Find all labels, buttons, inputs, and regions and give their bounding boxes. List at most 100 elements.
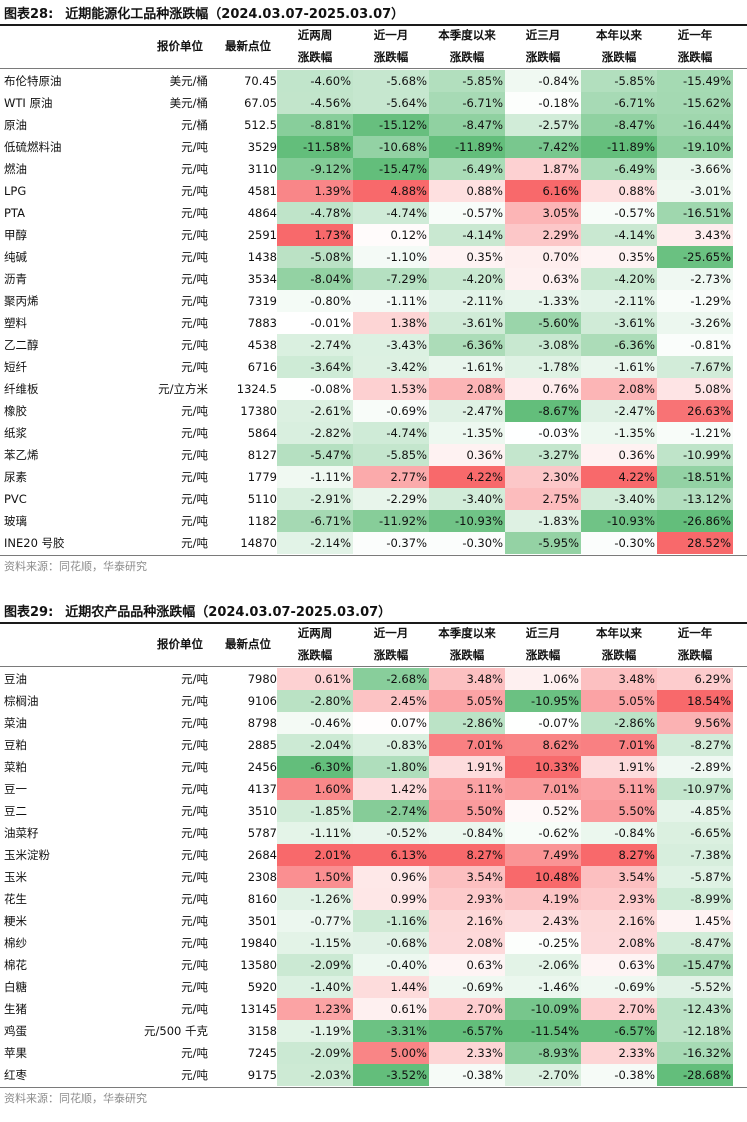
change-cell: -3.01% (657, 180, 733, 202)
change-cell: 5.50% (581, 800, 657, 822)
row-price: 13580 (240, 958, 277, 972)
table-row: 甲醇 元/吨 2591 1.73% 0.12% -4.14% 2.29% -4.14% 3.43… (0, 224, 747, 246)
change-cell: -8.99% (657, 888, 733, 910)
header-period: 近一月 (373, 28, 409, 42)
source-note: 资料来源：同花顺，华泰研究 (4, 1092, 147, 1105)
change-cell: 8.27% (429, 844, 505, 866)
change-cell: 6.13% (353, 844, 429, 866)
table-row: 玉米 元/吨 2308 1.50% 0.96% 3.54% 10.48% 3.54% -5.87… (0, 866, 747, 888)
change-cell: -11.89% (581, 136, 657, 158)
table-row: 油菜籽 元/吨 5787 -1.11% -0.52% -0.84% -0.62% -0.84%… (0, 822, 747, 844)
header-unit: 报价单位 (157, 637, 203, 651)
header-price: 最新点位 (225, 637, 271, 651)
row-unit: 元/吨 (181, 716, 208, 730)
change-cell: -5.85% (429, 70, 505, 92)
row-name: 红枣 (4, 1068, 27, 1082)
row-name: 棕榈油 (4, 694, 39, 708)
table-row: 玉米淀粉 元/吨 2684 2.01% 6.13% 8.27% 7.49% 8.27% -7.3… (0, 844, 747, 866)
change-cell: -0.37% (353, 532, 429, 554)
change-cell: -16.44% (657, 114, 733, 136)
row-unit: 元/吨 (181, 316, 208, 330)
table-title: 图表28: 近期能源化工品种涨跌幅（2024.03.07-2025.03.07） (4, 1, 404, 23)
change-cell: 0.70% (505, 246, 581, 268)
table-row: 尿素 元/吨 1779 -1.11% 2.77% 4.22% 2.30% 4.22% -18.5… (0, 466, 747, 488)
change-cell: 2.30% (505, 466, 581, 488)
change-cell: 0.36% (581, 444, 657, 466)
row-price: 5920 (247, 980, 277, 994)
row-price: 1438 (247, 250, 277, 264)
row-price: 7980 (247, 672, 277, 686)
header-period: 涨跌幅 (373, 648, 409, 662)
row-name: 沥青 (4, 272, 27, 286)
change-cell: -0.38% (581, 1064, 657, 1086)
change-cell: -8.81% (277, 114, 353, 136)
change-cell: -2.11% (429, 290, 505, 312)
row-unit: 元/500 千克 (144, 1024, 208, 1038)
change-cell: 3.48% (429, 668, 505, 690)
header-period: 近三月 (525, 28, 561, 42)
change-cell: -0.07% (505, 712, 581, 734)
header-price: 最新点位 (225, 39, 271, 53)
change-cell: 8.62% (505, 734, 581, 756)
change-cell: -10.99% (657, 444, 733, 466)
row-price: 9106 (247, 694, 277, 708)
row-unit: 元/吨 (181, 1002, 208, 1016)
row-unit: 元/吨 (181, 206, 208, 220)
change-cell: -2.29% (353, 488, 429, 510)
change-cell: -4.74% (353, 422, 429, 444)
row-unit: 美元/桶 (169, 96, 208, 110)
change-cell: -3.52% (353, 1064, 429, 1086)
row-name: 菜粕 (4, 760, 27, 774)
change-cell: 0.35% (581, 246, 657, 268)
change-cell: -0.69% (353, 400, 429, 422)
change-cell: -2.47% (429, 400, 505, 422)
change-cell: -3.64% (277, 356, 353, 378)
change-cell: 0.36% (429, 444, 505, 466)
change-cell: -7.29% (353, 268, 429, 290)
change-cell: 1.53% (353, 378, 429, 400)
change-cell: 5.50% (429, 800, 505, 822)
row-name: 豆二 (4, 804, 27, 818)
change-cell: 0.63% (505, 268, 581, 290)
source-note: 资料来源：同花顺，华泰研究 (4, 560, 147, 573)
row-name: 玉米 (4, 870, 27, 884)
change-cell: 1.06% (505, 668, 581, 690)
change-cell: -0.84% (581, 822, 657, 844)
row-price: 4864 (247, 206, 277, 220)
row-unit: 元/吨 (181, 804, 208, 818)
header-period: 涨跌幅 (601, 50, 637, 64)
row-unit: 元/吨 (181, 360, 208, 374)
change-cell: -0.84% (505, 70, 581, 92)
row-unit: 元/吨 (181, 782, 208, 796)
change-cell: 0.99% (353, 888, 429, 910)
change-cell: -1.83% (505, 510, 581, 532)
change-cell: 4.88% (353, 180, 429, 202)
change-cell: 6.29% (657, 668, 733, 690)
title-divider (0, 24, 747, 26)
change-cell: -0.68% (353, 932, 429, 954)
row-name: 豆油 (4, 672, 27, 686)
change-cell: -11.58% (277, 136, 353, 158)
header-period: 涨跌幅 (601, 648, 637, 662)
change-cell: 1.60% (277, 778, 353, 800)
change-cell: 26.63% (657, 400, 733, 422)
row-price: 8160 (247, 892, 277, 906)
change-cell: -1.80% (353, 756, 429, 778)
change-cell: -6.30% (277, 756, 353, 778)
table-row: 菜油 元/吨 8798 -0.46% 0.07% -2.86% -0.07% -2.86% 9.… (0, 712, 747, 734)
change-cell: -3.31% (353, 1020, 429, 1042)
row-unit: 元/立方米 (158, 382, 208, 396)
change-cell: -1.11% (277, 822, 353, 844)
row-price: 2456 (247, 760, 277, 774)
row-price: 1182 (247, 514, 277, 528)
table-row: 生猪 元/吨 13145 1.23% 0.61% 2.70% -10.09% 2.70% -12… (0, 998, 747, 1020)
change-cell: -18.51% (657, 466, 733, 488)
change-cell: -0.30% (429, 532, 505, 554)
change-cell: 0.61% (353, 998, 429, 1020)
change-cell: 0.76% (505, 378, 581, 400)
change-cell: -1.15% (277, 932, 353, 954)
change-cell: -9.12% (277, 158, 353, 180)
header-period: 涨跌幅 (449, 648, 485, 662)
header-unit: 报价单位 (157, 39, 203, 53)
row-price: 1324.5 (236, 382, 277, 396)
